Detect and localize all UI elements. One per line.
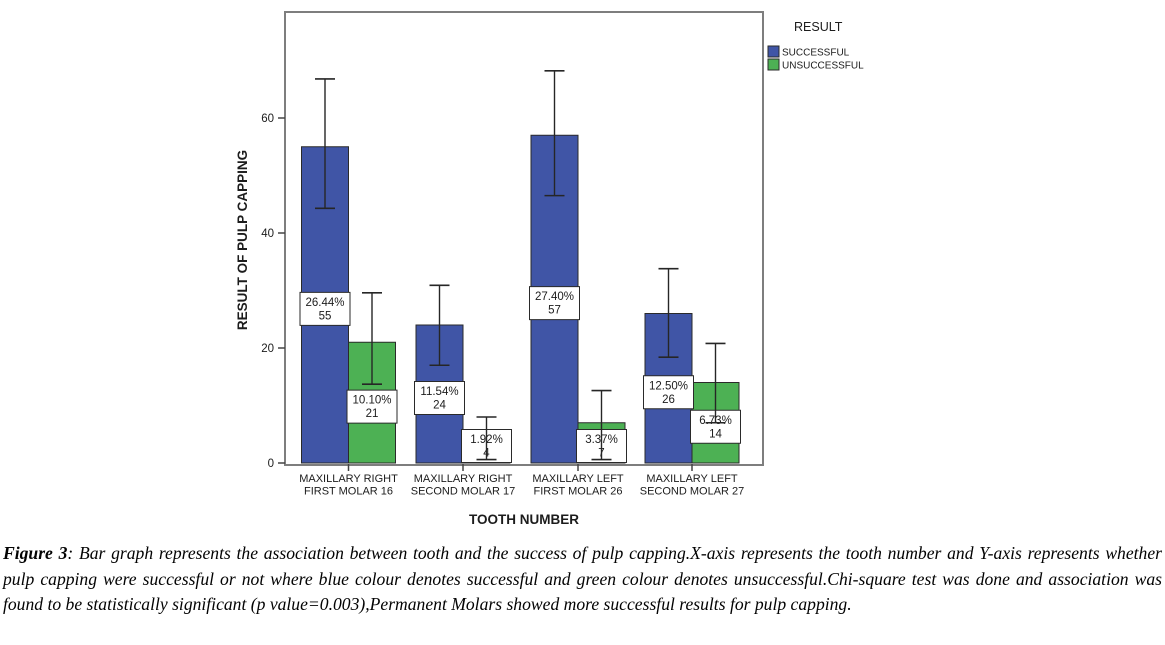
bar-value-box-successful-0 (299, 291, 351, 326)
figure-caption: Figure 3: Bar graph represents the assoc… (3, 541, 1162, 618)
y-axis-tick-label: 60 (261, 113, 274, 125)
bar-count-label: 26 (662, 394, 675, 406)
bar-percent-label: 27.40% (535, 291, 574, 303)
x-axis-category-label: MAXILLARY LEFT SECOND MOLAR 27 (640, 473, 745, 498)
bar-count-label: 55 (319, 310, 332, 322)
pulp-capping-figure: 0 20 40 60 MAXILLARY RIGHT FIRST MOLAR 16 MAXI… (235, 11, 864, 527)
x-axis-title: TOOTH NUMBER (469, 512, 579, 527)
bar-percent-label: 26.44% (305, 297, 344, 309)
legend-swatch-unsuccessful (767, 58, 780, 71)
x-axis-category-label: MAXILLARY LEFT FIRST MOLAR 26 (532, 473, 624, 498)
x-axis-category-label: MAXILLARY RIGHT FIRST MOLAR 16 (299, 473, 398, 498)
legend-title: RESULT (794, 20, 843, 34)
figure-caption-text: : Bar graph represents the association b… (3, 543, 1162, 615)
legend-label-successful: SUCCESSFUL (782, 48, 850, 59)
legend-swatch-successful (767, 45, 780, 58)
y-axis-tick-label: 40 (261, 228, 274, 240)
bar-percent-label: 10.10% (352, 395, 391, 407)
bar-value-box-successful-3 (643, 375, 694, 410)
bar-value-box-successful-1 (414, 381, 465, 415)
x-axis-category-label: MAXILLARY RIGHT SECOND MOLAR 17 (411, 473, 516, 498)
bar-count-label: 24 (433, 400, 446, 412)
y-axis-tick-label: 0 (268, 458, 274, 470)
bar-count-label: 57 (548, 305, 561, 317)
bar-count-label: 14 (709, 428, 722, 440)
bar-value-box-unsuccessful-0 (346, 389, 398, 424)
pulp-capping-bar-chart: 0 20 40 60 MAXILLARY RIGHT FIRST MOLAR 16 MAXI… (235, 11, 864, 527)
bar-count-label: 21 (366, 408, 379, 420)
legend-label-unsuccessful: UNSUCCESSFUL (782, 61, 864, 72)
bar-value-box-successful-2 (529, 286, 580, 321)
y-axis-tick-label: 20 (261, 343, 274, 355)
figure-caption-label: Figure 3 (3, 543, 68, 563)
y-axis-title: RESULT OF PULP CAPPING (235, 150, 250, 330)
bar-percent-label: 12.50% (649, 380, 688, 392)
bar-percent-label: 11.54% (420, 386, 458, 398)
